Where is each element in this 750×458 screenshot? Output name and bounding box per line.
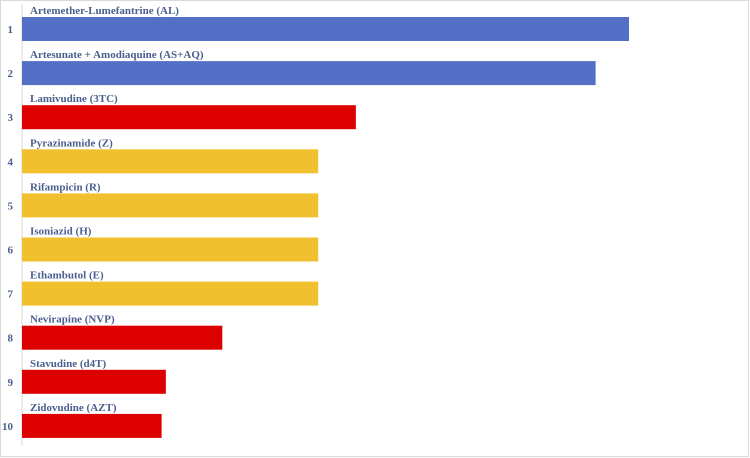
bar-label-9: Stavudine (d4T) [30,358,106,370]
bar-4 [22,149,319,174]
bar-1 [22,17,629,41]
bar-label-6: Isoniazid (H) [30,226,92,238]
rank-tick-7: 7 [8,289,14,301]
bar-7 [22,281,319,306]
bar-9 [22,369,166,394]
bar-label-3: Lamivudine (3TC) [30,93,118,105]
rank-tick-1: 1 [8,24,14,36]
bar-label-8: Nevirapine (NVP) [30,314,115,326]
bar-6 [22,237,319,262]
rank-tick-5: 5 [8,200,14,212]
rank-tick-3: 3 [8,112,14,124]
bar-label-10: Zidovudine (AZT) [30,402,117,414]
rank-tick-6: 6 [8,245,14,257]
rank-tick-4: 4 [8,156,14,168]
bar-2 [22,61,596,86]
rank-tick-2: 2 [8,68,14,80]
rank-tick-8: 8 [8,333,14,345]
rank-tick-10: 10 [2,421,14,433]
bar-3 [22,105,356,130]
bar-label-7: Ethambutol (E) [30,270,104,282]
bar-5 [22,193,319,218]
bar-8 [22,325,223,350]
bar-label-4: Pyrazinamide (Z) [30,137,113,149]
bar-label-5: Rifampicin (R) [30,181,101,193]
bar-label-2: Artesunate + Amodiaquine (AS+AQ) [30,49,204,61]
bar-10 [22,413,162,438]
bar-label-1: Artemether-Lumefantrine (AL) [30,5,179,17]
rank-tick-9: 9 [8,377,14,389]
